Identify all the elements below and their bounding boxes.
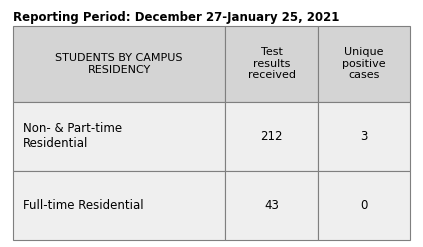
Text: Non- & Part-time
Residential: Non- & Part-time Residential	[23, 122, 122, 150]
Bar	[13, 26, 225, 102]
Text: Reporting Period: December 27-January 25, 2021: Reporting Period: December 27-January 25…	[13, 11, 339, 24]
Text: Full-time Residential: Full-time Residential	[23, 199, 144, 212]
Bar	[318, 171, 410, 240]
Bar	[318, 102, 410, 171]
Bar	[13, 102, 225, 171]
Text: 212: 212	[260, 130, 283, 143]
Bar	[318, 26, 410, 102]
Text: 43: 43	[264, 199, 279, 212]
Text: Unique
positive
cases: Unique positive cases	[342, 47, 386, 81]
Text: STUDENTS BY CAMPUS
RESIDENCY: STUDENTS BY CAMPUS RESIDENCY	[55, 53, 183, 75]
Text: 0: 0	[360, 199, 368, 212]
Bar	[13, 171, 225, 240]
Text: 3: 3	[360, 130, 368, 143]
Text: Test
results
received: Test results received	[247, 47, 296, 81]
Bar	[225, 102, 318, 171]
Bar	[225, 26, 318, 102]
Bar	[225, 171, 318, 240]
